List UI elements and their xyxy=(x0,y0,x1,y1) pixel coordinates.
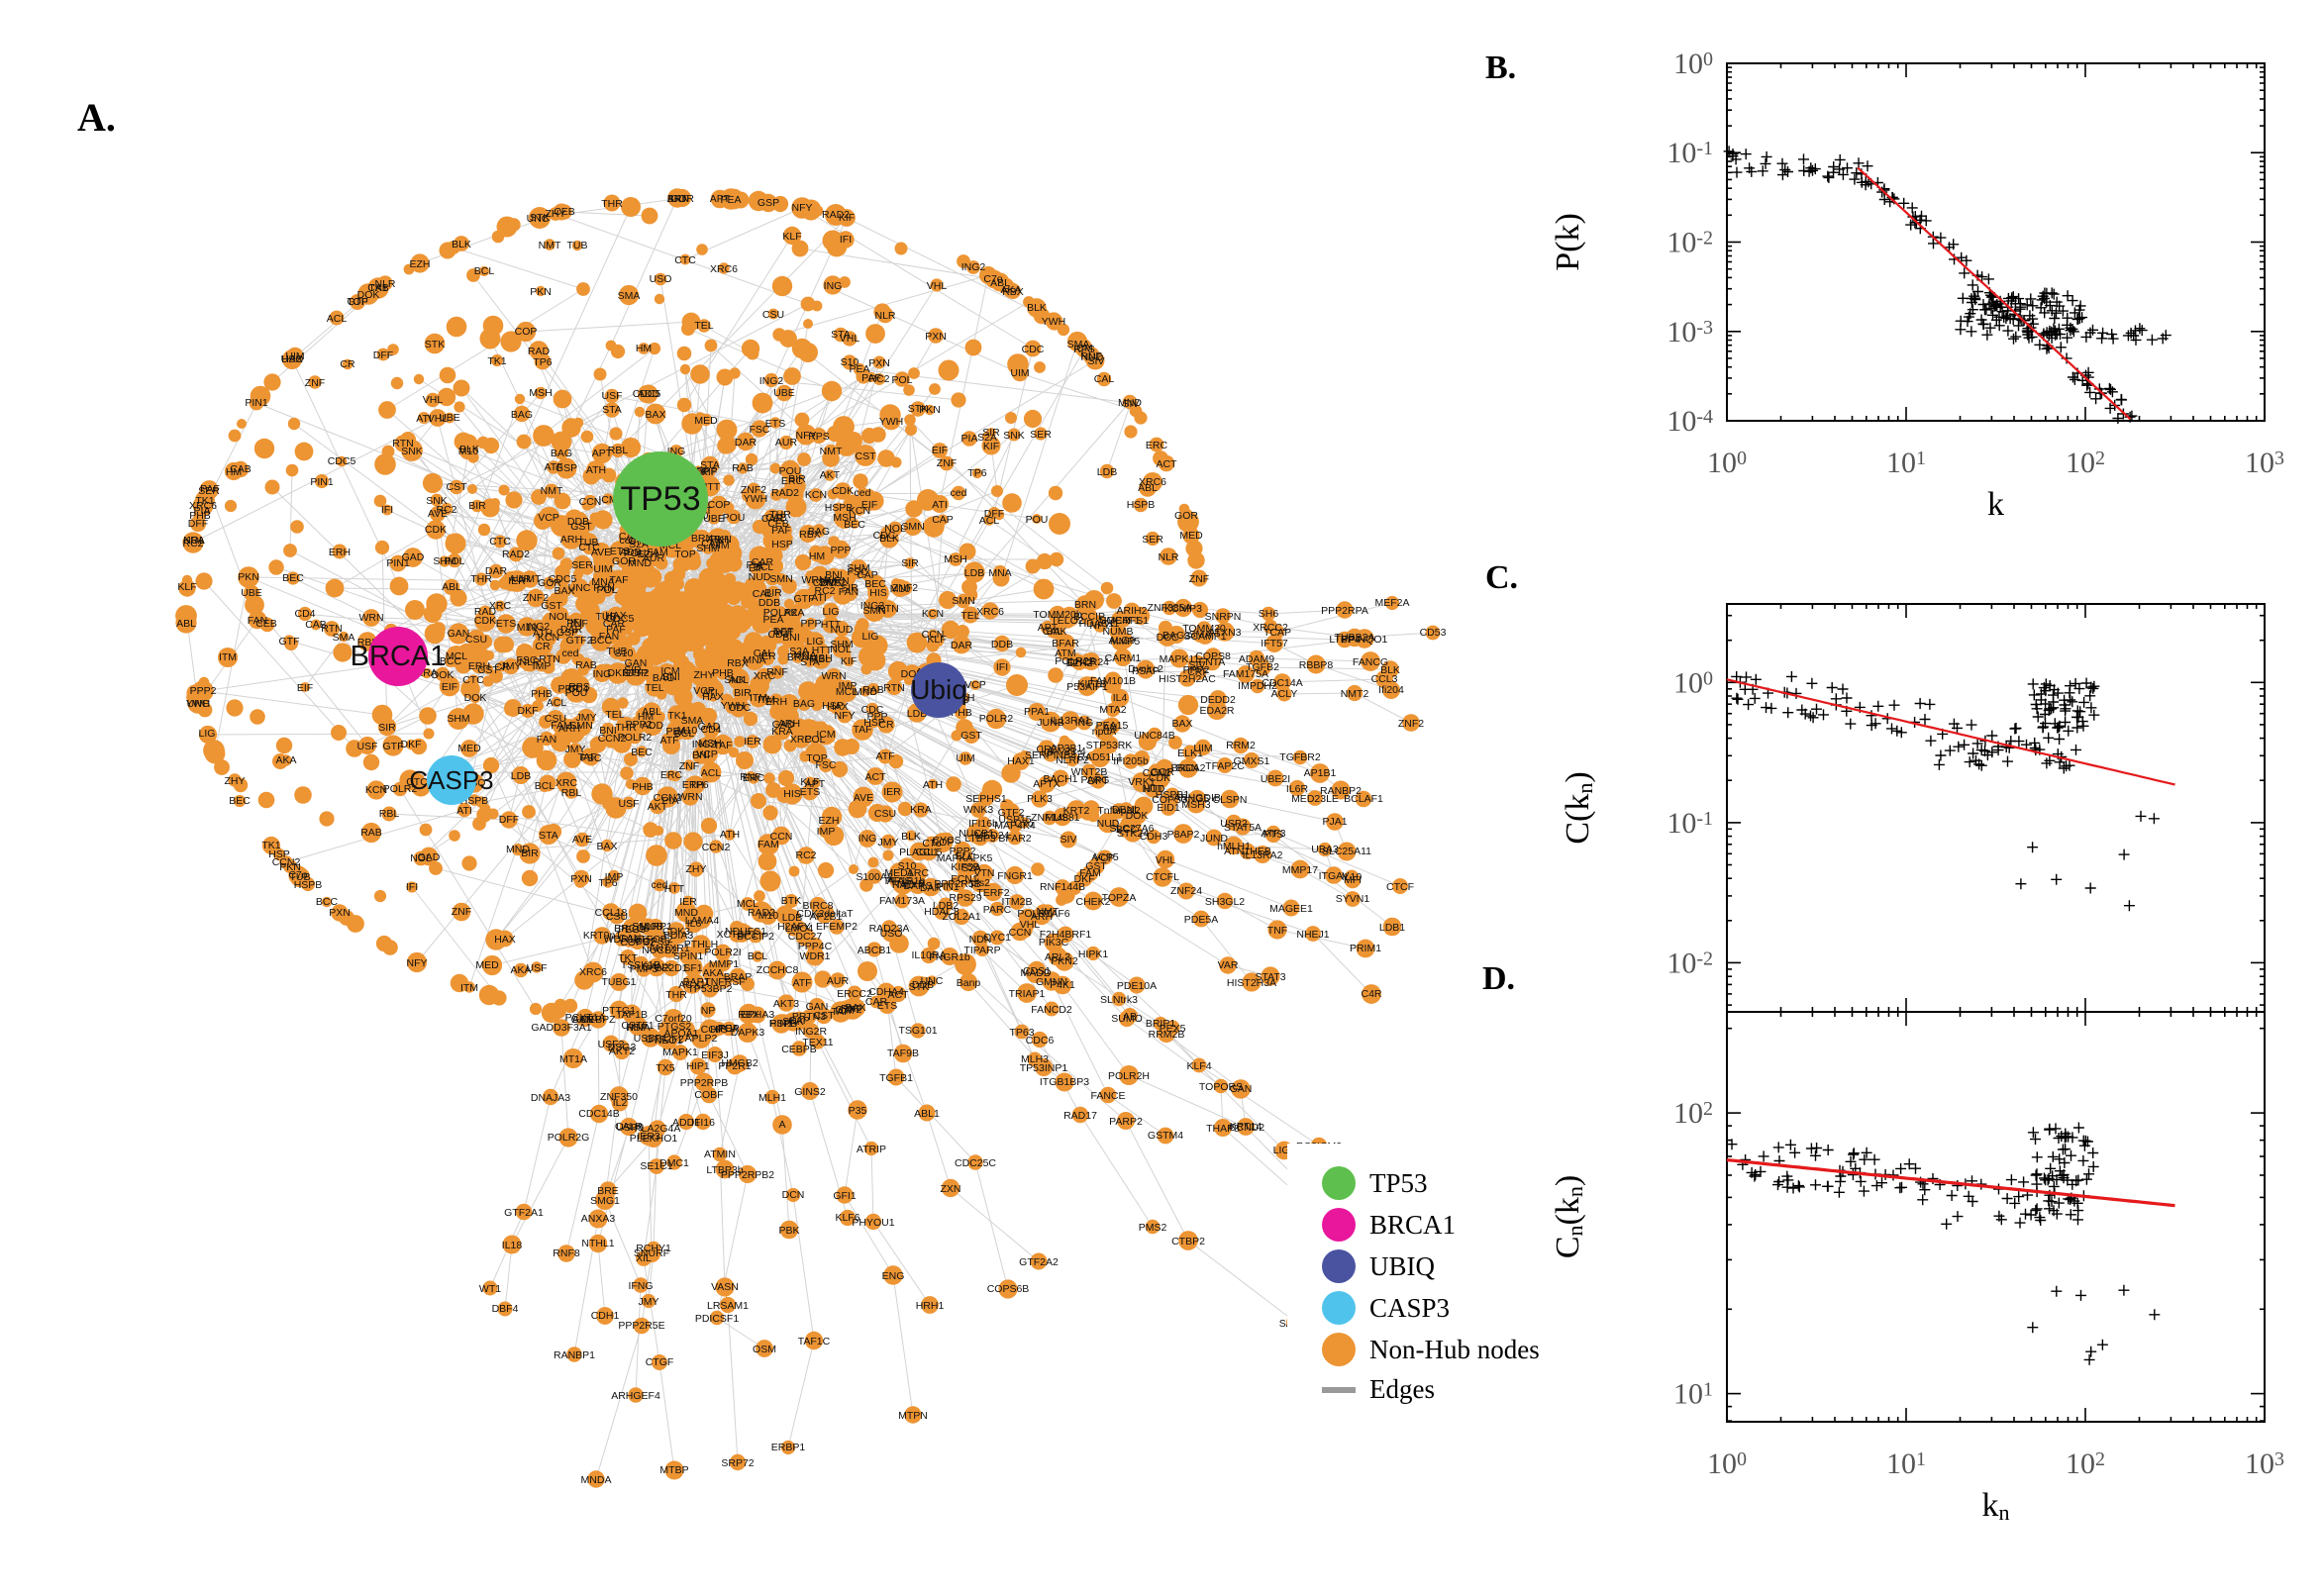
svg-text:100: 100 xyxy=(1673,48,1713,80)
svg-text:k: k xyxy=(1987,486,2004,523)
svg-text:P(k): P(k) xyxy=(1550,213,1586,271)
svg-text:10-2: 10-2 xyxy=(1666,227,1713,259)
svg-text:101: 101 xyxy=(1886,447,1926,479)
svg-text:10-3: 10-3 xyxy=(1666,316,1713,349)
svg-text:10-1: 10-1 xyxy=(1666,137,1713,169)
svg-text:102: 102 xyxy=(2066,447,2105,479)
svg-text:103: 103 xyxy=(2245,447,2284,479)
svg-text:100: 100 xyxy=(1707,447,1747,479)
svg-text:10-4: 10-4 xyxy=(1666,405,1713,438)
